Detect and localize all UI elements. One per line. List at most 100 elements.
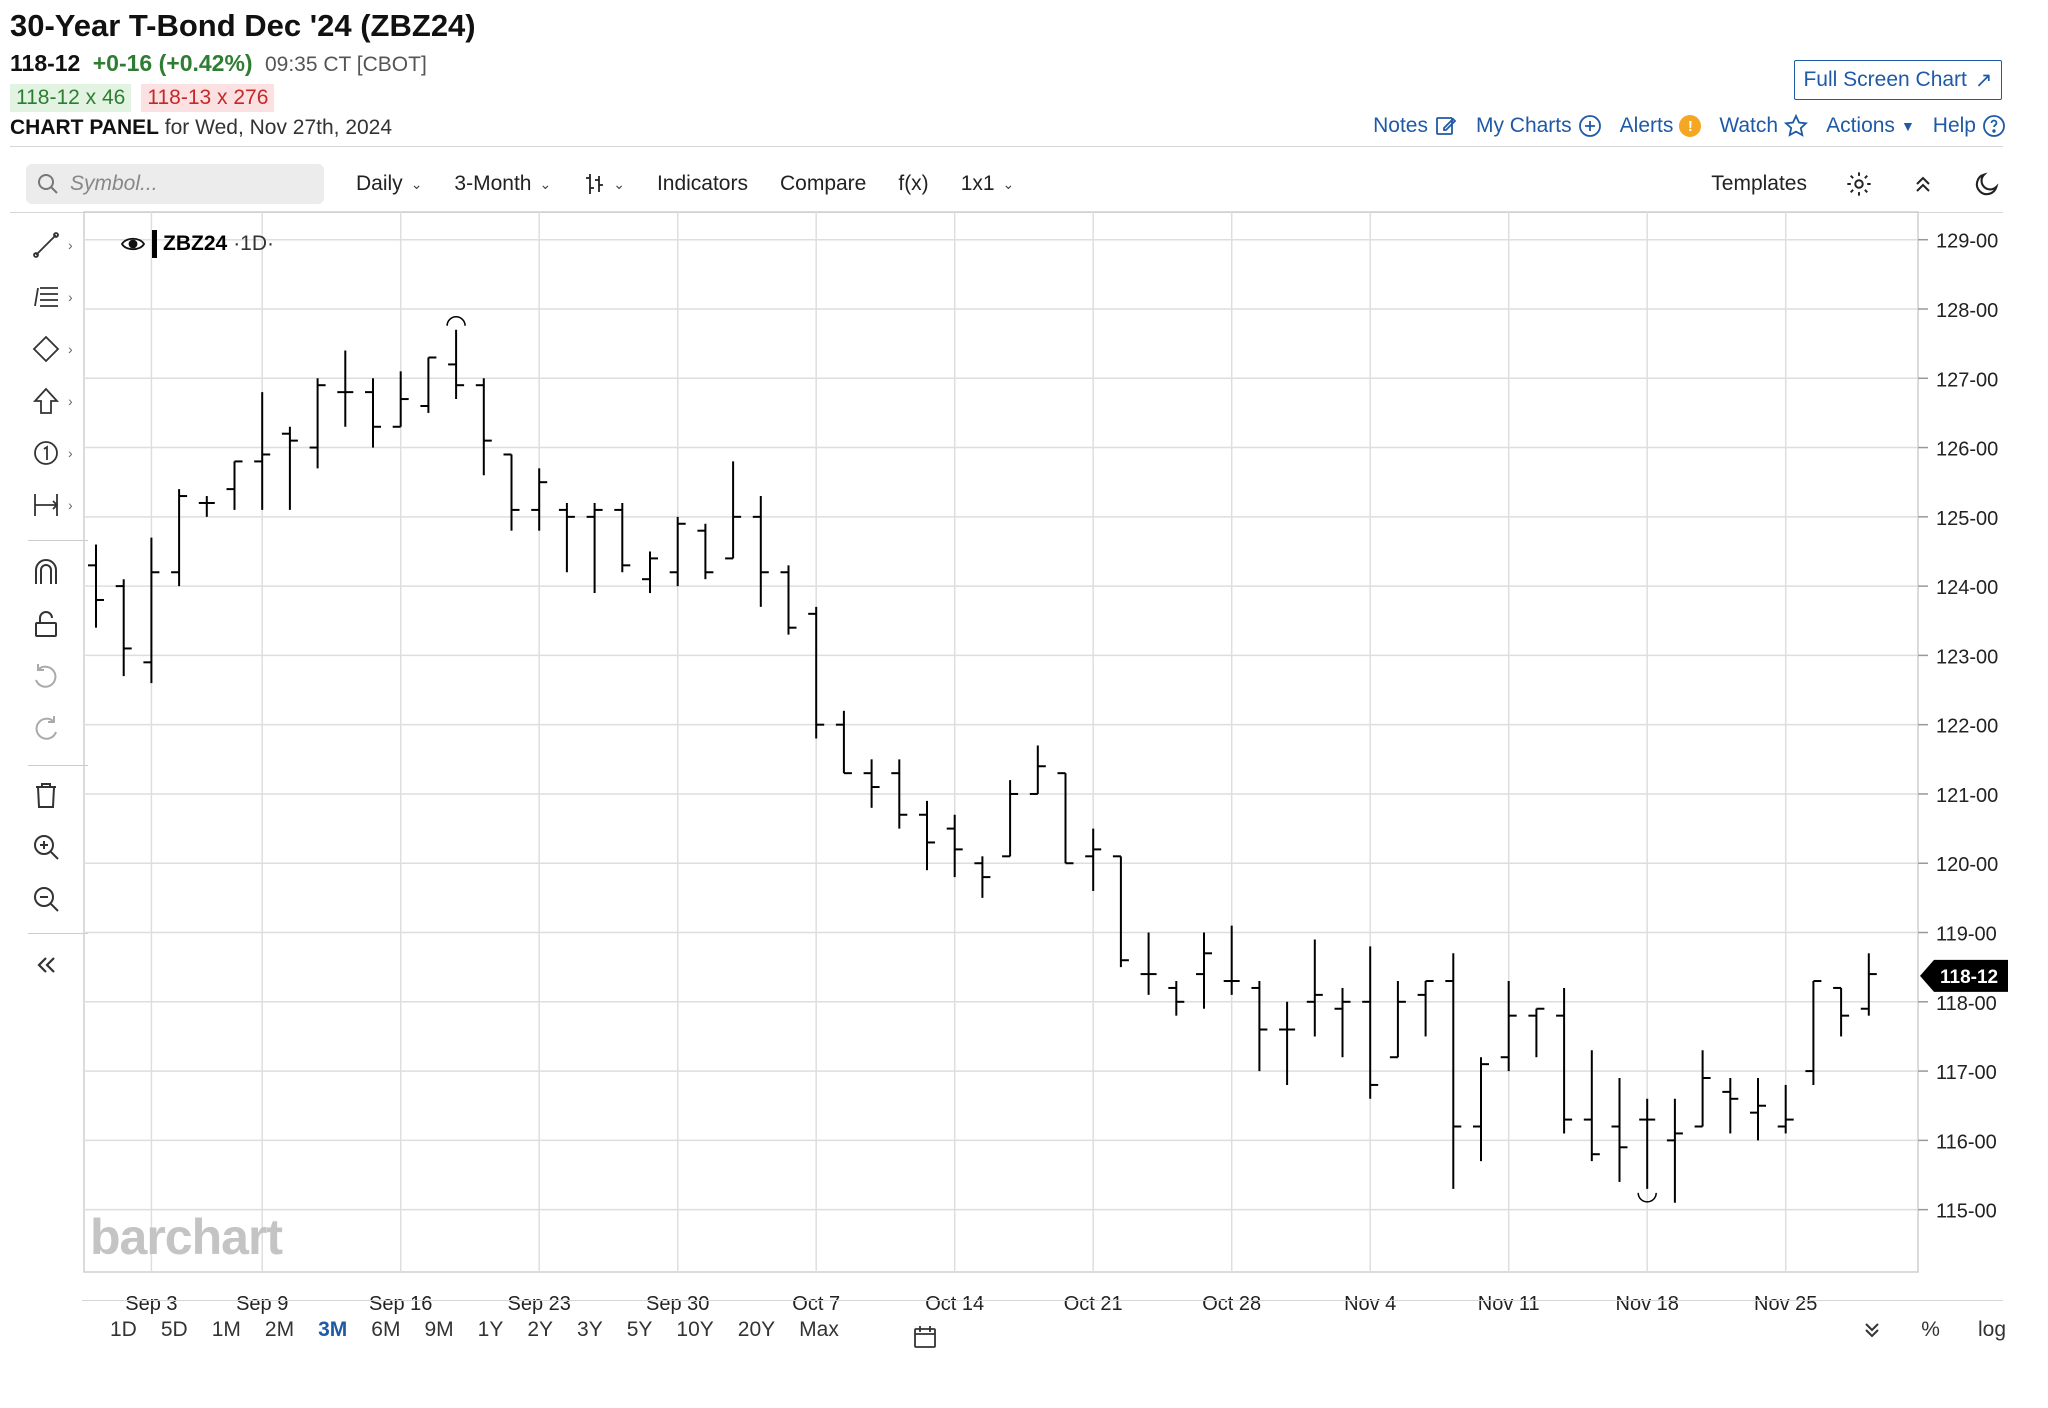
alerts-link[interactable]: Alerts ! [1620,114,1702,138]
moon-icon[interactable] [1973,170,2001,198]
chevron-right-icon: › [68,393,73,409]
range-2y[interactable]: 2Y [527,1318,554,1341]
lock-tool[interactable] [18,604,78,644]
measure-tool[interactable]: › [18,485,78,525]
y-tick-label: 118-00 [1936,993,1997,1015]
undo-tool[interactable] [18,656,78,696]
range-dropdown[interactable]: 3-Month ⌄ [454,172,551,196]
ohlc-bar [1694,1050,1711,1128]
actions-menu[interactable]: Actions ▼ [1826,114,1915,138]
full-screen-chart-button[interactable]: Full Screen Chart ↗ [1794,60,2002,100]
ohlc-bar [88,544,104,628]
ohlc-bar [531,468,548,531]
ohlc-bar [1417,980,1434,1037]
price-change: +0-16 (+0.42%) [92,50,253,76]
magnet-tool[interactable] [18,552,78,592]
range-max[interactable]: Max [799,1318,839,1341]
compare-button[interactable]: Compare [780,172,866,196]
shape-tool[interactable]: › [18,329,78,369]
ohlc-bar [198,496,215,517]
indicators-button[interactable]: Indicators [657,172,748,196]
range-3y[interactable]: 3Y [577,1318,603,1341]
ohlc-bar [808,606,825,739]
calendar-icon[interactable] [912,1324,938,1350]
delete-tool[interactable] [18,775,78,815]
ohlc-bar [642,551,658,594]
toolbar-divider [10,212,2003,213]
range-1m[interactable]: 1M [211,1318,241,1341]
range-1y[interactable]: 1Y [477,1318,504,1341]
tools-divider [28,540,88,541]
quote-time: 09:35 CT [CBOT] [264,53,427,76]
layout-dropdown[interactable]: 1x1 ⌄ [961,172,1015,196]
double-chevron-down-icon[interactable] [1861,1319,1883,1341]
zoom-in-tool[interactable] [18,827,78,867]
ohlc-bar [1833,986,1850,1037]
chevron-right-icon: › [68,497,73,513]
actions-label: Actions [1826,114,1895,137]
function-button[interactable]: f(x) [898,172,928,196]
ohlc-bar [1223,925,1240,995]
watch-link[interactable]: Watch [1719,114,1809,138]
ohlc-bar [1583,1050,1600,1162]
fib-tool[interactable]: › [18,277,78,317]
function-label: f(x) [898,172,929,195]
ohlc-bar [1473,1057,1489,1162]
collapse-tools-button[interactable] [18,945,78,985]
zoom-out-tool[interactable] [18,879,78,919]
redo-icon [35,716,57,740]
toolbar-right: Templates [1711,162,2001,206]
trendline-tool[interactable]: › [18,225,78,265]
help-link[interactable]: Help [1933,114,2006,138]
label-tool[interactable]: › [18,433,78,473]
y-tick-label: 121-00 [1936,785,1998,807]
ohlc-bar [1029,745,1046,795]
log-toggle[interactable]: log [1977,1318,2006,1341]
range-2m[interactable]: 2M [264,1318,295,1341]
ohlc-bar [1251,981,1268,1072]
ohlc-bar [1140,932,1157,995]
collapse-up-icon[interactable] [1911,172,1935,196]
symbol-search[interactable]: Symbol... [26,164,324,204]
templates-button[interactable]: Templates [1711,172,1807,195]
y-tick-label: 120-00 [1936,854,1998,876]
y-tick-label: 128-00 [1936,300,1998,322]
bar-type-dropdown[interactable]: ⌄ [583,172,625,196]
chevron-down-icon: ⌄ [539,175,552,192]
range-5y[interactable]: 5Y [626,1318,653,1341]
eye-icon[interactable] [120,234,146,254]
arrow-tool[interactable]: › [18,381,78,421]
ohlc-bar [1611,1078,1628,1182]
my-charts-link[interactable]: My Charts [1476,114,1602,138]
range-1d[interactable]: 1D [110,1318,137,1341]
x-tick-label: Nov 25 [1754,1293,1817,1315]
edit-icon [1436,117,1457,135]
caret-down-icon: ▼ [1900,118,1915,134]
layout-label: 1x1 [960,172,995,195]
range-10y[interactable]: 10Y [676,1318,714,1341]
last-price-label: 118-12 [1940,967,1998,988]
ohlc-bar [1002,780,1019,858]
y-tick-label: 127-00 [1936,369,1998,391]
gear-icon[interactable] [1845,170,1873,198]
y-tick-label: 126-00 [1936,439,1998,461]
ohlc-bar [337,350,354,427]
percent-toggle[interactable]: % [1921,1318,1940,1341]
interval-dropdown[interactable]: Daily ⌄ [356,172,422,196]
ohlc-bar [115,579,132,677]
high-marker [446,316,466,326]
notes-link[interactable]: Notes [1373,114,1458,138]
bid-badge: 118-12 x 46 [10,84,132,112]
ohlc-bar [1085,828,1102,891]
range-9m[interactable]: 9M [424,1318,454,1341]
range-3m[interactable]: 3M [318,1318,348,1341]
ohlc-bar [1334,987,1351,1058]
search-placeholder: Symbol... [70,172,158,195]
range-5d[interactable]: 5D [160,1318,188,1341]
plus-circle-icon [1578,115,1601,137]
range-20y[interactable]: 20Y [737,1318,776,1341]
ohlc-bar [1112,855,1129,968]
range-6m[interactable]: 6M [371,1318,401,1341]
x-tick-label: Oct 21 [1064,1293,1123,1315]
redo-tool[interactable] [18,708,78,748]
